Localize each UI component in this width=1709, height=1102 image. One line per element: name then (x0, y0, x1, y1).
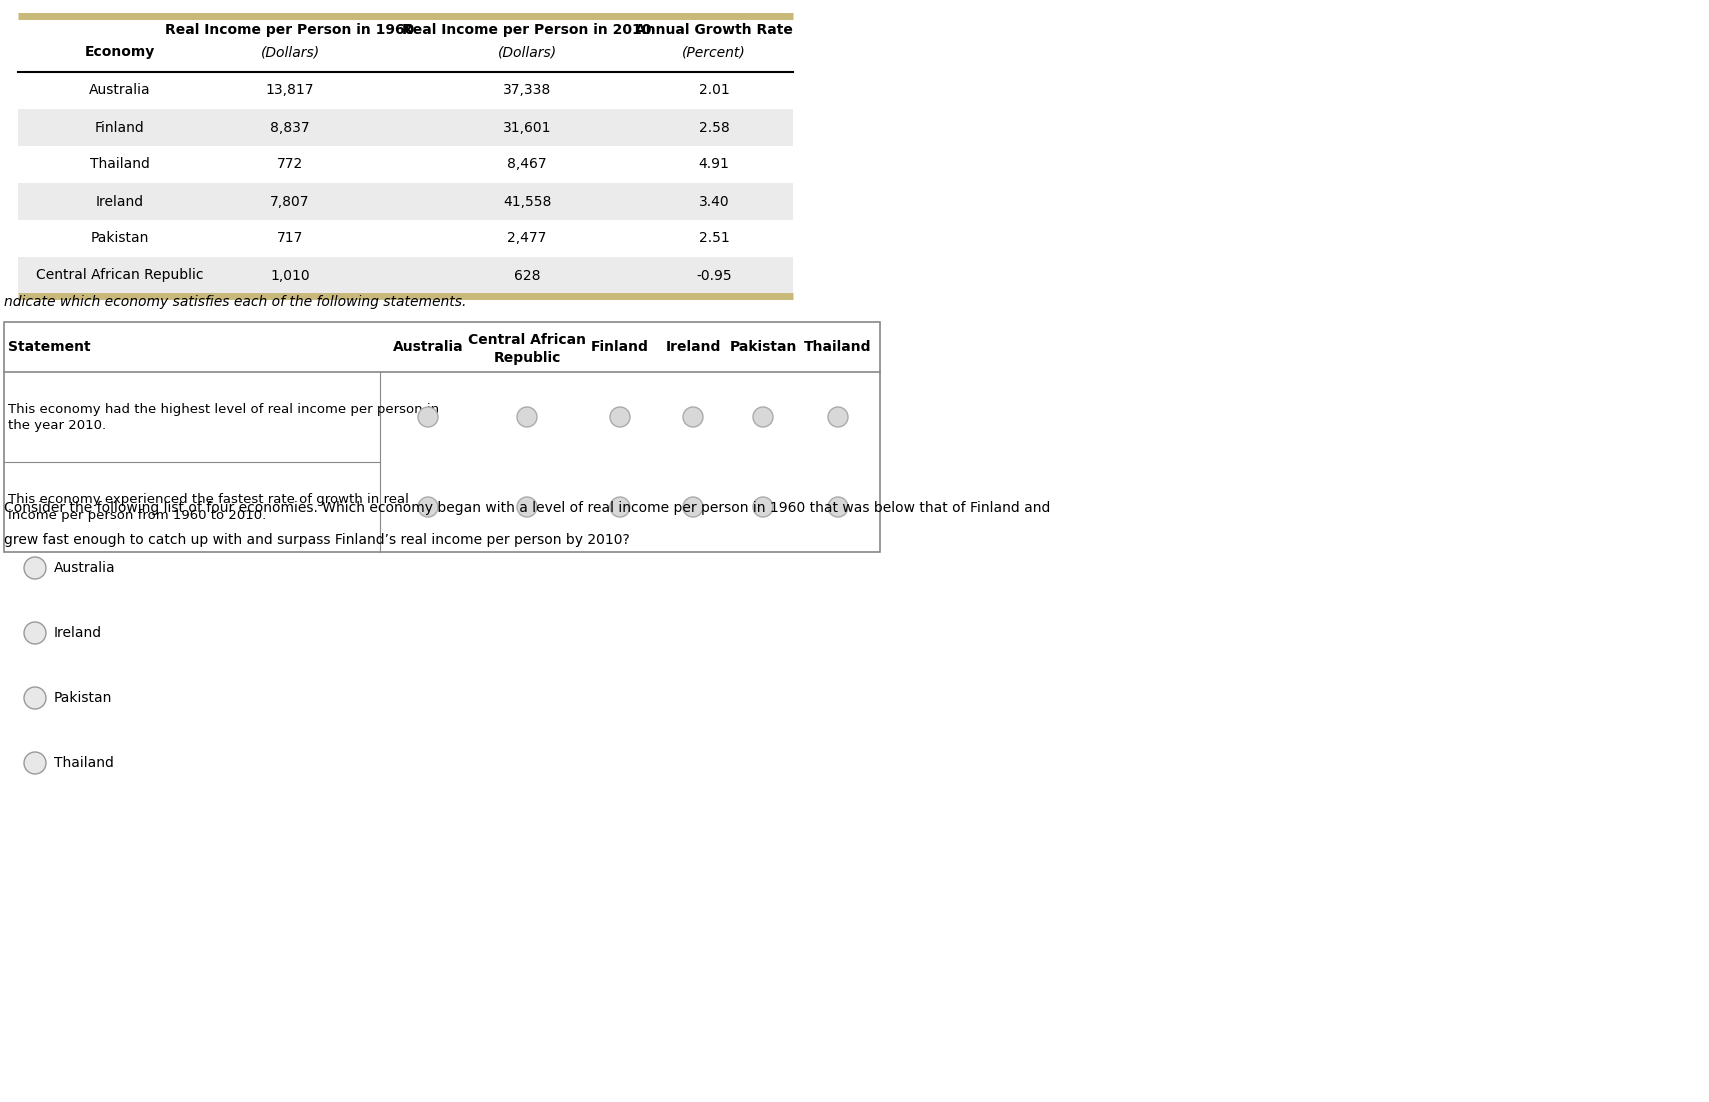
Text: Central African: Central African (468, 333, 586, 347)
Text: 31,601: 31,601 (502, 120, 552, 134)
Text: Republic: Republic (494, 352, 561, 365)
Text: Real Income per Person in 1960: Real Income per Person in 1960 (166, 23, 415, 37)
Text: Australia: Australia (393, 341, 463, 354)
Text: Thailand: Thailand (805, 341, 872, 354)
Ellipse shape (419, 407, 438, 426)
Bar (19, 257, 793, 294)
Text: Ireland: Ireland (55, 626, 103, 640)
Ellipse shape (419, 497, 438, 517)
Text: the year 2010.: the year 2010. (9, 419, 106, 432)
Text: (Dollars): (Dollars) (497, 45, 557, 60)
Text: 13,817: 13,817 (267, 84, 314, 97)
Text: Pakistan: Pakistan (55, 691, 113, 705)
Text: 2.51: 2.51 (699, 231, 730, 246)
Ellipse shape (684, 497, 702, 517)
Ellipse shape (24, 752, 46, 774)
Bar (3, 322, 880, 552)
Ellipse shape (610, 407, 631, 426)
Text: Thailand: Thailand (91, 158, 150, 172)
Ellipse shape (754, 407, 772, 426)
Text: Annual Growth Rate: Annual Growth Rate (636, 23, 793, 37)
Text: This economy experienced the fastest rate of growth in real: This economy experienced the fastest rat… (9, 493, 408, 506)
Text: ndicate which economy satisfies each of the following statements.: ndicate which economy satisfies each of … (3, 295, 467, 309)
Text: 41,558: 41,558 (502, 194, 552, 208)
Ellipse shape (24, 622, 46, 644)
Bar (19, 109, 793, 145)
Text: Pakistan: Pakistan (91, 231, 149, 246)
Ellipse shape (754, 497, 772, 517)
Text: This economy had the highest level of real income per person in: This economy had the highest level of re… (9, 402, 439, 415)
Text: 2.01: 2.01 (699, 84, 730, 97)
Text: 8,467: 8,467 (508, 158, 547, 172)
Ellipse shape (610, 497, 631, 517)
Text: Finland: Finland (96, 120, 145, 134)
Ellipse shape (518, 497, 537, 517)
Text: 628: 628 (514, 269, 540, 282)
Text: Australia: Australia (55, 561, 116, 575)
Text: Ireland: Ireland (96, 194, 144, 208)
Text: Consider the following list of four economies. Which economy began with a level : Consider the following list of four econ… (3, 501, 1051, 515)
Text: (Dollars): (Dollars) (260, 45, 320, 60)
Text: Ireland: Ireland (665, 341, 721, 354)
Text: (Percent): (Percent) (682, 45, 745, 60)
Text: 2,477: 2,477 (508, 231, 547, 246)
Text: 2.58: 2.58 (699, 120, 730, 134)
Text: 717: 717 (277, 231, 302, 246)
Text: Pakistan: Pakistan (730, 341, 796, 354)
Text: 7,807: 7,807 (270, 194, 309, 208)
Text: -0.95: -0.95 (696, 269, 731, 282)
Ellipse shape (827, 407, 848, 426)
Text: Finland: Finland (591, 341, 649, 354)
Text: income per person from 1960 to 2010.: income per person from 1960 to 2010. (9, 508, 267, 521)
Bar (19, 183, 793, 220)
Text: Statement: Statement (9, 341, 91, 354)
Ellipse shape (827, 497, 848, 517)
Text: Thailand: Thailand (55, 756, 115, 770)
Text: 3.40: 3.40 (699, 194, 730, 208)
Text: 8,837: 8,837 (270, 120, 309, 134)
Text: 37,338: 37,338 (502, 84, 550, 97)
Text: 1,010: 1,010 (270, 269, 309, 282)
Text: Economy: Economy (85, 45, 156, 60)
Text: Central African Republic: Central African Republic (36, 269, 203, 282)
Text: Real Income per Person in 2010: Real Income per Person in 2010 (402, 23, 651, 37)
Ellipse shape (518, 407, 537, 426)
Ellipse shape (684, 407, 702, 426)
Text: Australia: Australia (89, 84, 150, 97)
Text: grew fast enough to catch up with and surpass Finland’s real income per person b: grew fast enough to catch up with and su… (3, 533, 629, 547)
Ellipse shape (24, 557, 46, 579)
Ellipse shape (24, 687, 46, 709)
Text: 4.91: 4.91 (699, 158, 730, 172)
Text: 772: 772 (277, 158, 302, 172)
